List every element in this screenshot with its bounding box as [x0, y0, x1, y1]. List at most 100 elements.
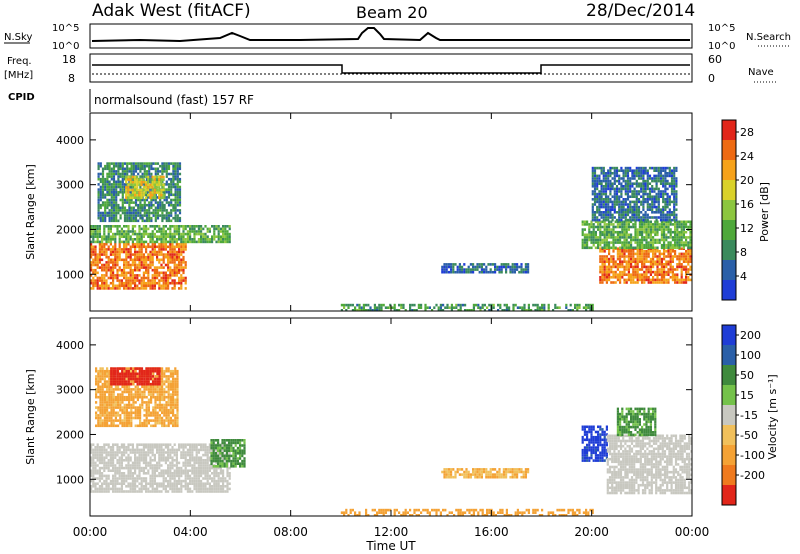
data-cell: [158, 448, 161, 452]
data-cell: [138, 477, 141, 480]
data-cell: [652, 255, 655, 258]
data-cell: [184, 266, 187, 269]
data-cell: [480, 263, 483, 266]
data-cell: [112, 398, 115, 402]
data-cell: [158, 196, 161, 200]
data-cell: [176, 196, 179, 199]
data-cell: [594, 233, 597, 237]
data-cell: [103, 474, 106, 478]
data-cell: [94, 485, 97, 488]
data-cell: [97, 183, 100, 186]
data-cell: [95, 414, 98, 417]
data-cell: [184, 479, 187, 483]
data-cell: [600, 195, 603, 198]
data-cell: [149, 456, 152, 459]
data-cell: [663, 281, 666, 284]
data-cell: [645, 270, 648, 274]
data-cell: [656, 255, 659, 258]
data-cell: [602, 174, 605, 178]
data-cell: [90, 287, 93, 290]
data-cell: [636, 250, 639, 253]
data-cell: [90, 487, 93, 491]
data-cell: [119, 206, 122, 210]
data-cell: [125, 266, 128, 269]
data-cell: [164, 443, 167, 446]
data-cell: [142, 469, 145, 472]
data-cell: [155, 188, 159, 192]
data-cell: [680, 228, 683, 231]
data-cell: [674, 230, 677, 234]
data-cell: [645, 223, 648, 226]
data-cell: [189, 469, 192, 472]
data-cell: [176, 190, 179, 194]
data-cell: [160, 188, 163, 192]
data-cell: [140, 253, 143, 256]
data-cell: [657, 169, 660, 172]
data-cell: [589, 309, 592, 311]
data-cell: [160, 453, 163, 457]
data-cell: [117, 206, 120, 210]
data-cell: [483, 303, 486, 307]
data-cell: [485, 265, 488, 269]
data-cell: [138, 466, 141, 470]
data-cell: [662, 211, 665, 214]
data-cell: [182, 276, 185, 280]
data-cell: [604, 216, 608, 219]
data-cell: [676, 225, 679, 229]
data-cell: [610, 255, 613, 258]
data-cell: [586, 220, 589, 224]
data-cell: [625, 250, 628, 253]
data-cell: [127, 232, 130, 236]
data-cell: [481, 306, 484, 309]
data-cell: [608, 236, 611, 239]
data-cell: [129, 271, 132, 275]
data-cell: [101, 385, 104, 389]
data-cell: [605, 246, 608, 250]
data-cell: [144, 188, 148, 192]
data-cell: [607, 187, 610, 191]
data-cell: [95, 367, 98, 370]
data-cell: [120, 268, 123, 272]
data-cell: [142, 453, 145, 457]
data-cell: [164, 284, 167, 288]
data-cell: [670, 218, 674, 222]
data-cell: [663, 255, 666, 258]
data-cell: [619, 276, 622, 279]
data-cell: [226, 472, 229, 475]
data-cell: [680, 238, 683, 242]
data-cell: [682, 220, 685, 224]
data-cell: [173, 490, 176, 493]
data-cell: [169, 469, 172, 472]
data-cell: [145, 487, 148, 491]
data-cell: [103, 451, 106, 454]
data-cell: [120, 487, 123, 491]
data-cell: [172, 164, 175, 168]
data-cell: [622, 177, 625, 180]
data-cell: [215, 225, 218, 228]
data-cell: [356, 309, 359, 311]
data-cell: [598, 166, 601, 170]
data-cell: [417, 303, 420, 307]
data-cell: [109, 225, 112, 228]
data-cell: [664, 208, 667, 211]
data-cell: [593, 198, 597, 201]
data-cell: [618, 174, 621, 178]
data-cell: [134, 242, 137, 246]
data-cell: [127, 474, 130, 478]
data-cell: [149, 490, 152, 493]
data-cell: [119, 162, 122, 165]
data-cell: [657, 198, 660, 201]
data-cell: [98, 472, 101, 475]
data-cell: [624, 200, 627, 204]
data-cell: [602, 200, 605, 204]
data-cell: [167, 167, 171, 171]
data-cell: [147, 188, 150, 192]
data-cell: [125, 238, 128, 241]
data-cell: [614, 263, 617, 266]
data-cell: [486, 306, 489, 309]
data-cell: [171, 279, 174, 282]
data-cell: [131, 196, 134, 200]
data-cell: [109, 461, 112, 465]
data-cell: [158, 183, 161, 187]
data-cell: [445, 265, 448, 269]
